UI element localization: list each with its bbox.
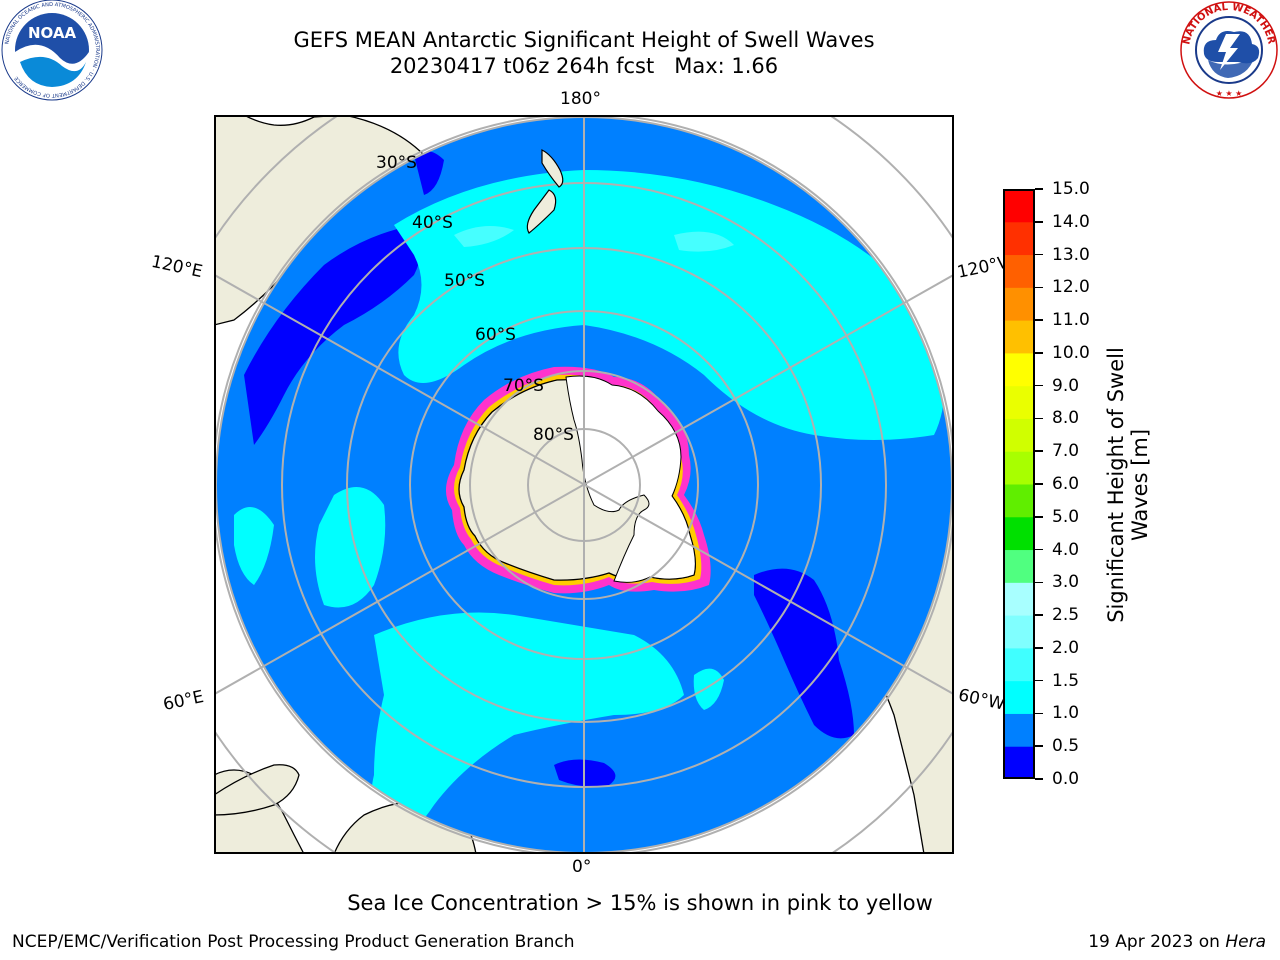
colorbar-tick-label: 14.0: [1052, 211, 1090, 232]
footnote: Sea Ice Concentration > 15% is shown in …: [347, 891, 933, 915]
lon-label-60e: 60°E: [161, 686, 206, 716]
colorbar-tick-mark: [1035, 384, 1043, 387]
svg-text:★ ★ ★: ★ ★ ★: [1216, 89, 1243, 98]
colorbar-segment: [1003, 680, 1035, 714]
colorbar-segment: [1003, 746, 1035, 779]
colorbar-segment: [1003, 320, 1035, 354]
lon-label-120e: 120°E: [149, 251, 205, 283]
noaa-logo-text: NOAA: [28, 24, 77, 42]
lon-label-180: 180°: [560, 89, 601, 109]
colorbar-tick-mark: [1035, 581, 1043, 584]
polar-map: [214, 115, 954, 854]
colorbar-tick-mark: [1035, 712, 1043, 715]
colorbar-segment: [1003, 516, 1035, 551]
colorbar-tick-label: 3.0: [1052, 572, 1080, 593]
colorbar-tick-label: 2.5: [1052, 605, 1080, 626]
colorbar-tick-mark: [1035, 483, 1043, 485]
colorbar-tick-label: 0.0: [1052, 769, 1080, 789]
colorbar-tick-label: 9.0: [1052, 375, 1080, 396]
colorbar-tick-mark: [1035, 614, 1043, 616]
colorbar-tick-mark: [1035, 319, 1043, 321]
moderate-swell-areas: [234, 170, 946, 845]
colorbar-tick-mark: [1035, 778, 1043, 780]
footer-right: 19 Apr 2023 on Hera: [1088, 932, 1266, 952]
colorbar: [1003, 189, 1035, 779]
colorbar-tick-mark: [1035, 679, 1043, 682]
colorbar-tick-label: 0.5: [1052, 736, 1080, 757]
lat-label-60s: 60°S: [475, 325, 516, 345]
footer-left: NCEP/EMC/Verification Post Processing Pr…: [12, 932, 575, 952]
new-zealand: [526, 149, 564, 234]
colorbar-tick-label: 1.5: [1052, 670, 1080, 691]
colorbar-tick-mark: [1035, 548, 1043, 551]
lat-label-80s: 80°S: [533, 425, 574, 445]
colorbar-segment: [1003, 713, 1035, 747]
colorbar-tick-mark: [1035, 450, 1043, 452]
colorbar-tick-mark: [1035, 253, 1043, 256]
colorbar-tick-mark: [1035, 286, 1043, 289]
colorbar-tick-label: 7.0: [1052, 441, 1080, 462]
nws-logo: NATIONAL WEATHER SERVICE ★ ★ ★: [1178, 0, 1278, 99]
lon-label-0: 0°: [572, 857, 592, 877]
noaa-logo: NOAA NATIONAL OCEANIC AND ATMOSPHERIC AD…: [1, 0, 103, 101]
colorbar-tick-mark: [1035, 516, 1043, 518]
colorbar-segment: [1003, 549, 1035, 583]
colorbar-tick-label: 12.0: [1052, 277, 1090, 298]
colorbar-segment: [1003, 484, 1035, 518]
colorbar-tick-mark: [1035, 647, 1043, 649]
colorbar-tick-label: 6.0: [1052, 474, 1080, 494]
colorbar-segment: [1003, 647, 1035, 682]
colorbar-segment: [1003, 385, 1035, 419]
colorbar-segment: [1003, 418, 1035, 452]
lat-label-30s: 30°S: [376, 153, 417, 173]
colorbar-title: Significant Height of Swell Waves [m]: [1104, 347, 1152, 623]
colorbar-tick-label: 13.0: [1052, 244, 1090, 265]
colorbar-tick-label: 11.0: [1052, 310, 1090, 331]
graticule: [214, 115, 954, 854]
lat-label-70s: 70°S: [503, 376, 544, 396]
colorbar-tick-label: 5.0: [1052, 506, 1080, 527]
colorbar-segment: [1003, 287, 1035, 321]
colorbar-tick-mark: [1035, 745, 1043, 747]
colorbar-tick-mark: [1035, 417, 1043, 420]
colorbar-segment: [1003, 615, 1035, 649]
chart-title: GEFS MEAN Antarctic Significant Height o…: [293, 28, 875, 52]
lon-label-60w: 60°W: [956, 685, 1007, 715]
colorbar-segment: [1003, 582, 1035, 616]
colorbar-segment: [1003, 221, 1035, 256]
colorbar-tick-label: 10.0: [1052, 342, 1090, 363]
colorbar-segment: [1003, 189, 1035, 223]
colorbar-tick-label: 4.0: [1052, 539, 1080, 560]
colorbar-tick-label: 1.0: [1052, 703, 1080, 724]
chart-subtitle: 20230417 t06z 264h fcst Max: 1.66: [389, 54, 779, 78]
lat-label-40s: 40°S: [412, 213, 453, 233]
colorbar-tick-label: 2.0: [1052, 637, 1080, 658]
antarctica: [445, 366, 711, 594]
colorbar-segment: [1003, 352, 1035, 387]
colorbar-tick-label: 15.0: [1052, 179, 1090, 199]
colorbar-segment: [1003, 254, 1035, 288]
colorbar-segment: [1003, 451, 1035, 485]
lat-label-50s: 50°S: [444, 271, 485, 291]
colorbar-tick-mark: [1035, 221, 1043, 223]
colorbar-tick-mark: [1035, 352, 1043, 354]
colorbar-tick-mark: [1035, 188, 1043, 190]
colorbar-tick-label: 8.0: [1052, 408, 1080, 429]
